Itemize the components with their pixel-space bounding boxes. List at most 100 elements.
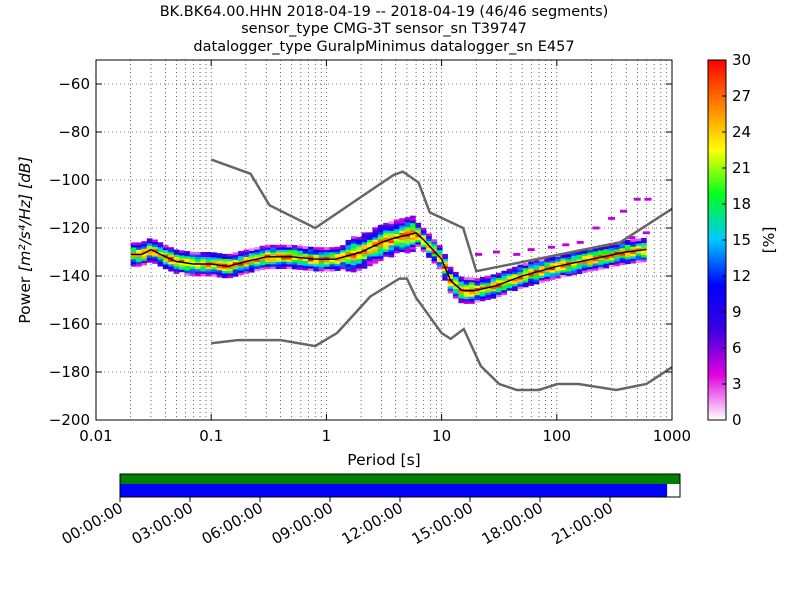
colorbar: 0 3 6 9 12 15 18 21 24 27 30	[707, 51, 751, 429]
heatmap-cell	[383, 232, 389, 236]
heatmap-cell	[238, 255, 244, 259]
heatmap-cell	[205, 252, 212, 255]
heatmap-cell	[205, 254, 212, 258]
heatmap-cell	[533, 267, 540, 270]
heatmap-cell	[576, 266, 583, 270]
heatmap-cell	[490, 293, 497, 297]
heatmap-cell	[436, 261, 443, 265]
heatmap-cell	[152, 258, 158, 262]
heatmap-cell	[410, 222, 416, 226]
heatmap-cell	[377, 244, 384, 247]
heatmap-cell	[232, 266, 239, 270]
heatmap-cell	[216, 257, 223, 261]
heatmap-cell	[243, 259, 250, 262]
heatmap-cell	[404, 231, 411, 235]
heatmap-cell	[200, 252, 207, 255]
heatmap-cell	[205, 266, 212, 270]
heatmap-cell	[291, 249, 298, 253]
heatmap-cell	[350, 243, 357, 246]
heatmap-cell	[538, 275, 545, 279]
heatmap-cell	[162, 264, 169, 267]
heatmap-cell	[608, 255, 615, 258]
heatmap-cell	[238, 253, 244, 257]
heatmap-cell	[195, 261, 201, 265]
heatmap-cell	[270, 266, 277, 270]
heatmap-cell	[442, 261, 448, 264]
heatmap-cell	[227, 253, 234, 257]
heatmap-cell	[211, 271, 217, 275]
heatmap-cell	[232, 257, 239, 260]
heatmap-cell	[490, 288, 497, 292]
heatmap-cell	[635, 260, 642, 263]
heatmap-cell	[463, 277, 470, 280]
heatmap-cell	[334, 251, 341, 255]
heatmap-cell	[442, 277, 448, 281]
heatmap-cell	[506, 268, 513, 272]
heatmap-cell	[641, 247, 647, 251]
heatmap-cell	[404, 226, 411, 230]
heatmap-cell	[496, 272, 502, 276]
heatmap-cell	[496, 277, 502, 281]
heatmap-cell	[152, 249, 158, 252]
heatmap-cell	[436, 254, 443, 258]
heatmap-cell	[275, 252, 282, 255]
heatmap-cell	[463, 298, 470, 302]
heatmap-cell	[313, 261, 320, 265]
low-noise-model-line	[211, 277, 673, 392]
heatmap-cell	[635, 245, 642, 249]
heatmap-cell	[436, 249, 443, 253]
heatmap-cell	[549, 277, 556, 280]
heatmap-cell	[485, 292, 491, 296]
heatmap-cell	[608, 250, 615, 253]
x-tick-label: 1000	[653, 427, 691, 445]
heatmap-cell	[248, 250, 255, 254]
heatmap-cell	[404, 245, 411, 249]
heatmap-cell	[592, 248, 599, 252]
colorbar-label: [%]	[760, 227, 778, 254]
heatmap-cell	[469, 296, 475, 300]
heatmap-cell	[420, 246, 427, 250]
heatmap-cell	[211, 252, 217, 256]
heatmap-cell	[458, 290, 465, 294]
heatmap-cell	[603, 251, 610, 255]
heatmap-cell	[565, 268, 572, 272]
heatmap-cell	[522, 277, 529, 281]
heatmap-cell	[442, 268, 448, 272]
heatmap-cell	[555, 268, 561, 272]
heatmap-cell	[630, 243, 636, 247]
x-tick-label: 100	[542, 427, 571, 445]
heatmap-cell	[475, 252, 483, 256]
heatmap-cell	[393, 221, 400, 225]
heatmap-cell	[367, 258, 373, 262]
y-tick-label: −140	[49, 267, 90, 285]
heatmap-cell	[195, 252, 201, 255]
heatmap-cell	[146, 255, 153, 258]
heatmap-cell	[350, 238, 357, 242]
heatmap-cell	[485, 285, 491, 288]
heatmap-cell	[222, 253, 228, 257]
heatmap-cell	[603, 256, 610, 259]
heatmap-cell	[399, 239, 405, 243]
heatmap-cell	[195, 254, 201, 258]
heatmap-cell	[463, 286, 470, 290]
heatmap-cell	[608, 257, 615, 261]
heatmap-cell	[141, 250, 148, 254]
heatmap-cell	[581, 267, 588, 271]
heatmap-cell	[334, 253, 341, 257]
heatmap-cell	[372, 253, 379, 257]
heatmap-cell	[533, 281, 540, 285]
heatmap-cell	[141, 258, 148, 261]
heatmap-cell	[345, 249, 352, 253]
heatmap-cell	[248, 267, 255, 271]
heatmap-cell	[490, 281, 497, 285]
heatmap-cell	[608, 247, 615, 251]
heatmap-cell	[216, 272, 223, 276]
heatmap-cell	[205, 268, 212, 272]
heatmap-cell	[608, 245, 615, 249]
heatmap-cell	[248, 248, 255, 251]
time-tick-label: 18:00:00	[479, 499, 546, 548]
heatmap-cell	[318, 254, 325, 258]
heatmap-cell	[393, 245, 400, 249]
heatmap-cell	[136, 254, 142, 258]
heatmap-cell	[576, 268, 583, 272]
